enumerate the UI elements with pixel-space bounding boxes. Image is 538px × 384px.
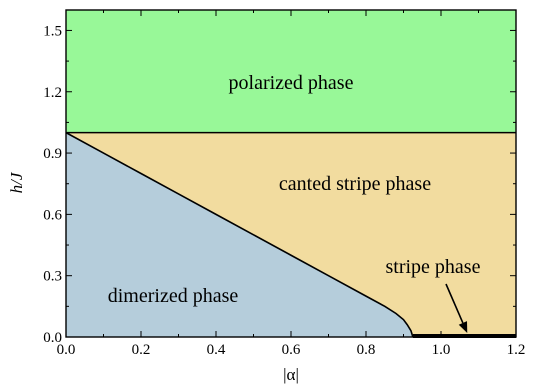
x-tick-label: 0.6 [282,342,301,358]
x-tick-label: 0.2 [132,342,151,358]
polarized-phase-region [66,10,516,133]
arrow-head [458,321,468,333]
canted-stripe-phase-label: canted stripe phase [279,173,431,195]
y-tick-label: 1.5 [43,23,62,39]
arrow-shaft [445,283,464,324]
dimerized-boundary-line [65,131,414,338]
canted-stripe-phase-region [66,132,516,337]
y-tick-label: 0.9 [43,146,62,162]
regions-layer [66,10,516,337]
dimerized-phase-region [66,132,413,337]
x-tick-label: 1.0 [432,342,451,358]
x-tick-label: 0.8 [357,342,376,358]
y-tick-label: 0.0 [43,330,62,346]
stripe-phase-label: stripe phase [386,256,481,278]
polarized-phase-label: polarized phase [229,72,354,94]
y-tick-label: 0.3 [43,269,62,285]
x-axis-label: |α| [283,365,299,384]
x-tick-label: 0.4 [207,342,226,358]
dimerized-phase-label: dimerized phase [108,285,239,307]
boundary-lines [65,131,516,338]
ticks-layer: 0.0 0.2 0.4 0.6 0.8 1.0 1.2 0.0 0.3 0.6 0.9 1.2 1.5 [43,10,525,358]
x-tick-label: 0.0 [57,342,76,358]
x-tick-label: 1.2 [507,342,526,358]
y-tick-label: 1.2 [43,85,62,101]
stripe-phase-arrow [445,283,468,333]
y-axis-label: h/J [7,171,26,193]
y-tick-label: 0.6 [43,207,62,223]
